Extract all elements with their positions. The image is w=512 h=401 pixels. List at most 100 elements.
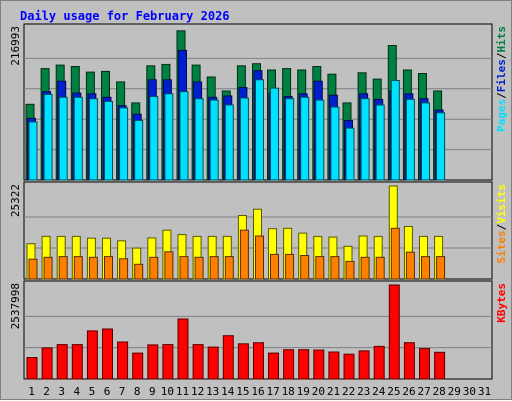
bar-sites-day-23 bbox=[360, 256, 370, 280]
bar-sites-day-8 bbox=[134, 263, 144, 280]
x-tick-day-15: 15 bbox=[236, 385, 249, 398]
bar-kbytes-day-5 bbox=[86, 330, 98, 380]
bar-pages-day-23 bbox=[360, 98, 370, 181]
bar-sites-day-28 bbox=[436, 256, 446, 280]
bar-kbytes-day-26 bbox=[403, 342, 415, 380]
bar-pages-day-25 bbox=[390, 80, 400, 181]
bar-kbytes-day-28 bbox=[434, 351, 446, 380]
x-tick-day-12: 12 bbox=[191, 385, 204, 398]
bar-pages-day-12 bbox=[194, 98, 204, 181]
bar-kbytes-day-27 bbox=[419, 348, 430, 380]
bar-kbytes-day-1 bbox=[26, 357, 38, 380]
bar-sites-day-9 bbox=[149, 256, 159, 280]
x-tick-day-27: 27 bbox=[417, 385, 430, 398]
x-tick-day-19: 19 bbox=[297, 385, 310, 398]
bar-pages-day-3 bbox=[58, 96, 68, 181]
x-tick-day-10: 10 bbox=[161, 385, 174, 398]
bar-pages-day-20 bbox=[315, 99, 325, 181]
bar-kbytes-day-23 bbox=[358, 350, 370, 380]
x-tick-day-18: 18 bbox=[282, 385, 295, 398]
bar-kbytes-day-21 bbox=[328, 351, 340, 380]
bar-pages-day-27 bbox=[421, 102, 430, 181]
bar-pages-day-9 bbox=[149, 96, 159, 181]
bar-sites-day-6 bbox=[104, 256, 113, 280]
bar-kbytes-day-20 bbox=[313, 349, 325, 380]
x-tick-day-8: 8 bbox=[134, 385, 141, 398]
bar-sites-day-15 bbox=[239, 229, 249, 280]
x-tick-day-5: 5 bbox=[89, 385, 96, 398]
bar-kbytes-day-16 bbox=[253, 342, 264, 380]
bar-kbytes-day-18 bbox=[283, 349, 295, 380]
bar-pages-day-28 bbox=[436, 112, 446, 181]
bar-sites-day-13 bbox=[209, 256, 219, 280]
bar-sites-day-19 bbox=[300, 255, 310, 280]
panel-legend: Pages/Files/Hits bbox=[495, 26, 508, 132]
bar-pages-day-7 bbox=[119, 107, 129, 181]
bar-pages-day-6 bbox=[104, 101, 113, 181]
legend-entry-kbytes: KBytes bbox=[495, 283, 508, 323]
bar-sites-day-7 bbox=[119, 258, 129, 280]
panel-max-label: 25322 bbox=[9, 184, 22, 217]
bar-pages-day-2 bbox=[43, 94, 53, 181]
bar-sites-day-16 bbox=[255, 235, 264, 280]
bar-kbytes-day-4 bbox=[71, 344, 83, 380]
bar-pages-day-16 bbox=[255, 79, 264, 181]
bar-kbytes-day-13 bbox=[207, 346, 219, 380]
bar-sites-day-21 bbox=[330, 256, 340, 280]
bar-pages-day-11 bbox=[179, 91, 189, 181]
bar-pages-day-24 bbox=[375, 104, 385, 181]
bar-pages-day-13 bbox=[209, 99, 219, 181]
bar-kbytes-day-10 bbox=[162, 344, 174, 380]
legend-separator: / bbox=[495, 92, 508, 99]
x-tick-day-7: 7 bbox=[119, 385, 126, 398]
bar-kbytes-day-19 bbox=[298, 349, 310, 380]
chart-panels: 216993Pages/Files/Hits25322Sites/Visits2… bbox=[9, 23, 508, 380]
x-tick-day-13: 13 bbox=[206, 385, 219, 398]
legend-entry-sites: Sites bbox=[495, 230, 508, 263]
bar-sites-day-11 bbox=[179, 256, 189, 280]
x-tick-day-3: 3 bbox=[58, 385, 65, 398]
bar-kbytes-day-15 bbox=[237, 343, 249, 380]
bar-pages-day-22 bbox=[345, 127, 355, 181]
panel-legend: KBytes bbox=[495, 283, 508, 323]
bar-sites-day-26 bbox=[405, 251, 415, 280]
legend-separator: / bbox=[495, 223, 508, 230]
x-tick-day-22: 22 bbox=[342, 385, 355, 398]
bar-pages-day-17 bbox=[270, 87, 279, 181]
bar-kbytes-day-24 bbox=[373, 345, 385, 380]
x-tick-day-1: 1 bbox=[28, 385, 35, 398]
legend-entry-files: Files bbox=[495, 59, 508, 92]
x-tick-day-2: 2 bbox=[43, 385, 50, 398]
x-tick-day-23: 23 bbox=[357, 385, 370, 398]
bar-sites-day-20 bbox=[315, 256, 325, 280]
x-tick-day-6: 6 bbox=[104, 385, 111, 398]
bar-pages-day-15 bbox=[239, 97, 249, 181]
bar-sites-day-25 bbox=[390, 227, 400, 280]
bar-pages-day-1 bbox=[28, 121, 38, 181]
bar-sites-day-22 bbox=[345, 260, 355, 280]
bar-sites-day-1 bbox=[28, 258, 38, 280]
legend-separator: / bbox=[495, 52, 508, 59]
bar-sites-day-18 bbox=[285, 253, 295, 280]
bar-kbytes-day-22 bbox=[343, 353, 355, 380]
bar-kbytes-day-8 bbox=[132, 352, 144, 380]
x-tick-day-24: 24 bbox=[372, 385, 386, 398]
panel-max-label: 2537998 bbox=[9, 283, 22, 329]
bar-sites-day-10 bbox=[164, 251, 174, 280]
x-tick-day-26: 26 bbox=[402, 385, 415, 398]
legend-entry-pages: Pages bbox=[495, 99, 508, 132]
x-tick-day-28: 28 bbox=[433, 385, 446, 398]
bar-pages-day-4 bbox=[73, 96, 83, 181]
bar-pages-day-14 bbox=[224, 104, 234, 181]
bar-pages-day-21 bbox=[330, 106, 340, 181]
bar-kbytes-day-14 bbox=[222, 335, 234, 380]
bar-sites-day-17 bbox=[270, 253, 279, 280]
legend-entry-visits: Visits bbox=[495, 184, 508, 224]
bar-pages-day-18 bbox=[285, 98, 295, 181]
panel-visits-sites: 25322 Sites/Visits bbox=[9, 181, 508, 280]
x-tick-day-11: 11 bbox=[176, 385, 189, 398]
x-tick-day-16: 16 bbox=[251, 385, 264, 398]
